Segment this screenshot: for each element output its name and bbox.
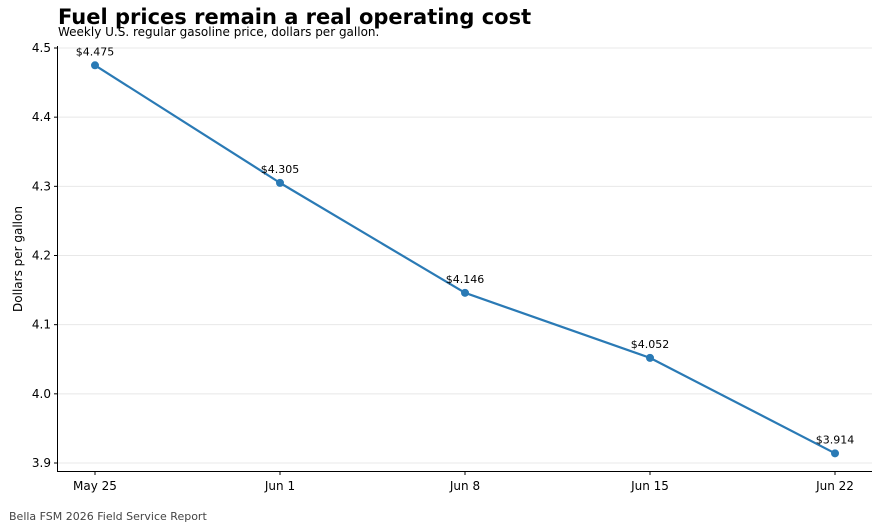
data-label: $4.305	[261, 163, 300, 176]
data-label: $4.052	[631, 338, 670, 351]
series-line	[94, 64, 836, 455]
chart-subtitle: Weekly U.S. regular gasoline price, doll…	[58, 25, 380, 39]
y-axis-label: Dollars per gallon	[11, 206, 25, 312]
x-tick-label: May 25	[73, 479, 117, 493]
grid-lines	[58, 47, 872, 464]
x-tick-label: Jun 15	[630, 479, 669, 493]
data-point	[831, 449, 839, 458]
data-label: $4.146	[446, 273, 485, 286]
data-labels: $4.475 $4.305 $4.146 $4.052 $3.914	[76, 45, 855, 446]
data-point	[646, 353, 654, 362]
y-tick-label: 4.1	[32, 318, 51, 332]
points	[91, 61, 839, 458]
y-ticks: 3.9 4.0 4.1 4.2 4.3 4.4 4.5	[32, 41, 58, 470]
data-point	[461, 288, 469, 297]
y-tick-label: 4.4	[32, 110, 51, 124]
x-ticks: May 25 Jun 1 Jun 8 Jun 15 Jun 22	[73, 471, 854, 493]
y-tick-label: 4.2	[32, 249, 51, 263]
x-tick-label: Jun 8	[449, 479, 480, 493]
y-tick-label: 4.5	[32, 41, 51, 55]
axes	[57, 46, 872, 472]
series	[94, 64, 836, 455]
data-point	[91, 61, 99, 70]
x-tick-label: Jun 22	[815, 479, 854, 493]
data-label: $3.914	[816, 433, 855, 446]
data-point	[276, 178, 284, 187]
x-tick-label: Jun 1	[264, 479, 295, 493]
y-tick-label: 4.3	[32, 179, 51, 193]
y-tick-label: 3.9	[32, 456, 51, 470]
chart-title: Fuel prices remain a real operating cost	[58, 5, 532, 29]
data-label: $4.475	[76, 45, 115, 58]
y-tick-label: 4.0	[32, 387, 51, 401]
footer-note: Bella FSM 2026 Field Service Report	[9, 510, 207, 523]
